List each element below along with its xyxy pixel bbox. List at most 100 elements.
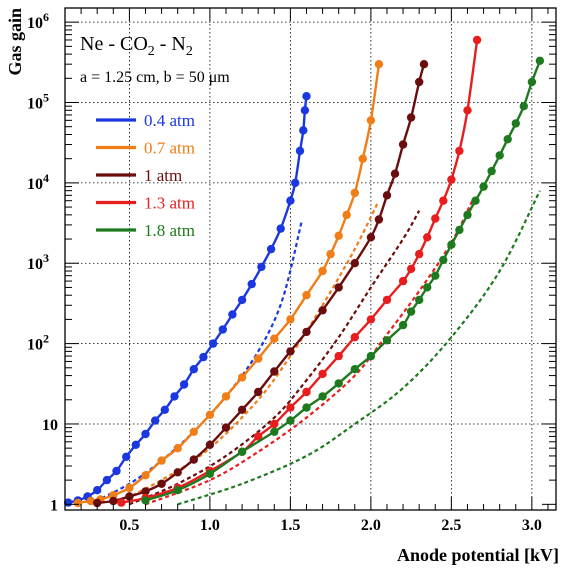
- fit-dashed-line: [177, 190, 541, 506]
- data-point: [406, 113, 416, 122]
- data-point: [374, 215, 384, 224]
- annotation-gas-mixture: Ne - CO2 - N2: [80, 33, 193, 59]
- data-point: [141, 429, 150, 439]
- data-point: [455, 146, 464, 156]
- data-point: [472, 35, 482, 45]
- data-point: [254, 432, 263, 441]
- data-point: [302, 387, 311, 397]
- data-point: [93, 498, 102, 508]
- series-layer: [63, 35, 545, 508]
- data-point: [157, 456, 166, 465]
- data-point: [86, 496, 96, 506]
- data-point: [318, 306, 327, 315]
- data-point: [286, 196, 295, 205]
- legend-label: 1 atm: [144, 166, 182, 185]
- data-point: [366, 116, 376, 125]
- data-point: [350, 259, 359, 268]
- data-point: [406, 307, 416, 316]
- data-point: [511, 119, 520, 128]
- data-point: [300, 106, 310, 115]
- data-point: [342, 210, 351, 220]
- data-point: [350, 188, 359, 198]
- data-point: [221, 423, 231, 432]
- data-point: [286, 416, 295, 425]
- y-tick-label: 102: [27, 332, 49, 354]
- data-point: [382, 295, 392, 305]
- data-point: [160, 405, 169, 414]
- data-point: [334, 351, 343, 361]
- data-point: [286, 315, 295, 324]
- data-point: [439, 255, 448, 265]
- data-point: [334, 283, 343, 292]
- data-point: [122, 452, 131, 461]
- legend-label: 0.4 atm: [144, 111, 195, 130]
- legend-label: 1.8 atm: [144, 221, 195, 240]
- data-point: [266, 244, 276, 254]
- data-point: [73, 498, 83, 508]
- data-point: [350, 365, 359, 374]
- data-point: [173, 486, 182, 495]
- data-point: [276, 224, 285, 233]
- data-point: [125, 492, 134, 501]
- y-tick-label: 10: [42, 417, 58, 434]
- data-point: [141, 487, 150, 496]
- data-point: [189, 427, 198, 436]
- data-point: [463, 106, 472, 115]
- data-point: [189, 365, 198, 374]
- data-point: [463, 210, 472, 220]
- data-point: [415, 249, 424, 259]
- data-point: [179, 380, 189, 389]
- data-point: [302, 403, 311, 412]
- data-point: [109, 491, 118, 500]
- data-point: [318, 392, 327, 401]
- data-point: [302, 291, 311, 300]
- data-point: [455, 225, 464, 235]
- data-point: [205, 440, 215, 449]
- data-point: [170, 392, 179, 401]
- data-point: [221, 392, 231, 401]
- data-point: [318, 266, 327, 276]
- data-point: [350, 333, 359, 342]
- data-point: [286, 403, 295, 412]
- data-point: [398, 320, 408, 330]
- legend-label: 1.3 atm: [144, 194, 195, 213]
- data-point: [431, 214, 440, 223]
- data-point: [270, 334, 279, 343]
- data-point: [366, 351, 376, 361]
- data-point: [431, 271, 440, 280]
- data-point: [270, 427, 279, 436]
- data-point: [503, 135, 512, 144]
- data-point: [419, 59, 429, 69]
- data-point: [318, 369, 327, 379]
- data-point: [93, 486, 102, 495]
- data-point: [326, 249, 335, 259]
- data-point: [447, 240, 456, 249]
- data-point: [366, 233, 376, 242]
- y-tick-label: 103: [27, 251, 49, 273]
- data-point: [237, 447, 247, 456]
- data-point: [471, 196, 480, 205]
- data-point: [447, 175, 456, 184]
- data-point: [334, 379, 343, 388]
- fit-dashed-line: [112, 203, 379, 506]
- fit-dashed-line: [128, 210, 421, 506]
- data-point: [302, 327, 311, 337]
- x-axis-label: Anode potential [kV]: [397, 545, 559, 565]
- legend: 0.4 atm 0.7 atm 1 atm 1.3 atm 1.8 atm: [96, 111, 195, 240]
- data-point: [299, 126, 308, 135]
- series-0-7-atm: [73, 59, 384, 508]
- data-point: [487, 166, 496, 176]
- x-tick-label: 1.5: [280, 517, 300, 534]
- data-point: [302, 92, 311, 101]
- data-point: [270, 367, 279, 376]
- fit-solid-line: [121, 39, 479, 504]
- data-point: [366, 315, 376, 324]
- data-point: [205, 410, 215, 419]
- data-point: [270, 419, 279, 429]
- data-point: [295, 146, 305, 156]
- data-point: [199, 352, 208, 362]
- x-tick-label: 3.0: [522, 517, 542, 534]
- x-tick-label: 1.0: [200, 517, 220, 534]
- fit-solid-line: [77, 64, 381, 505]
- data-point: [398, 276, 408, 286]
